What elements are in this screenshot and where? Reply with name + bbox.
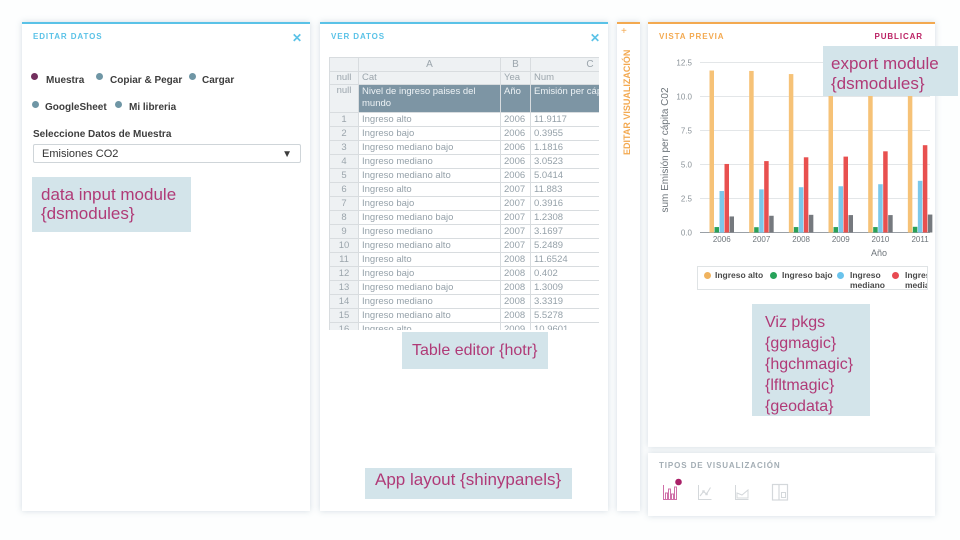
svg-text:2010: 2010	[872, 235, 890, 244]
svg-text:2011: 2011	[911, 235, 929, 244]
svg-text:2.5: 2.5	[681, 195, 693, 204]
svg-text:5.0: 5.0	[681, 161, 693, 170]
svg-text:2008: 2008	[792, 235, 810, 244]
svg-text:10.0: 10.0	[676, 93, 692, 102]
svg-text:2009: 2009	[832, 235, 850, 244]
svg-text:2007: 2007	[753, 235, 771, 244]
svg-text:0.0: 0.0	[681, 229, 693, 238]
svg-text:2006: 2006	[713, 235, 731, 244]
svg-text:12.5: 12.5	[676, 59, 692, 68]
svg-text:Año: Año	[871, 248, 887, 258]
svg-text:sum Emisión per cápita C02: sum Emisión per cápita C02	[660, 87, 671, 212]
svg-text:7.5: 7.5	[681, 127, 693, 136]
